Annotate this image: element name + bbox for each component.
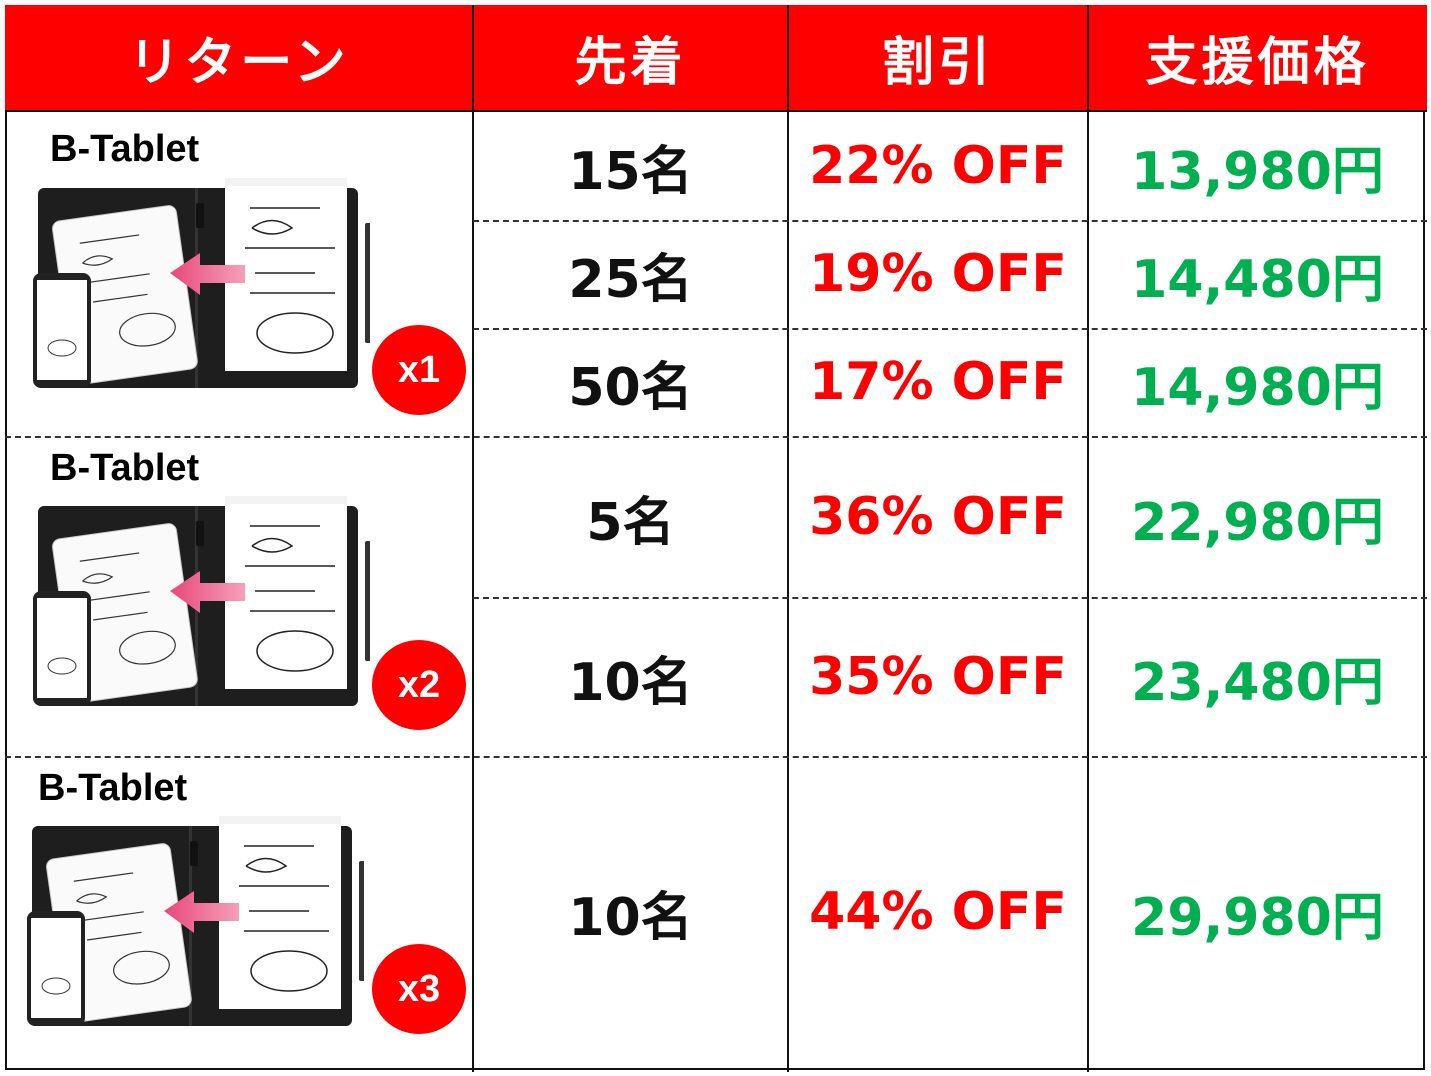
tablet-image xyxy=(24,816,365,1031)
discount-cell: 35% OFF xyxy=(809,647,1067,707)
quantity-badge: x3 xyxy=(372,944,466,1034)
row-divider xyxy=(5,436,1427,438)
price-cell: 14,980円 xyxy=(1131,357,1384,418)
discount-cell: 36% OFF xyxy=(809,487,1067,547)
price-cell: 13,980円 xyxy=(1131,141,1384,202)
header-return: リターン xyxy=(5,5,473,112)
price-cell: 23,480円 xyxy=(1131,652,1384,713)
limit-cell: 15名 xyxy=(568,141,693,202)
price-cell: 14,480円 xyxy=(1131,249,1384,310)
header-discount: 割引 xyxy=(788,5,1088,112)
row-divider xyxy=(473,328,1427,330)
price-cell: 22,980円 xyxy=(1131,492,1384,553)
quantity-badge: x2 xyxy=(372,640,466,730)
row-divider xyxy=(5,756,1427,758)
discount-cell: 22% OFF xyxy=(809,136,1067,196)
product-name: B-Tablet xyxy=(50,447,200,489)
column-divider xyxy=(787,5,789,1072)
row-divider xyxy=(473,597,1427,599)
limit-cell: 10名 xyxy=(568,887,693,948)
tablet-image xyxy=(30,496,371,711)
product-name: B-Tablet xyxy=(50,128,200,170)
discount-cell: 44% OFF xyxy=(809,882,1067,942)
column-divider xyxy=(472,5,474,1072)
tablet-image xyxy=(30,178,371,393)
discount-cell: 19% OFF xyxy=(809,244,1067,304)
limit-cell: 25名 xyxy=(568,249,693,310)
header-support-price: 支援価格 xyxy=(1088,5,1427,112)
price-cell: 29,980円 xyxy=(1131,887,1384,948)
header-first-come: 先着 xyxy=(473,5,788,112)
limit-cell: 10名 xyxy=(568,652,693,713)
limit-cell: 5名 xyxy=(586,492,675,553)
product-name: B-Tablet xyxy=(38,767,188,809)
limit-cell: 50名 xyxy=(568,357,693,418)
column-divider xyxy=(1087,5,1089,1072)
quantity-badge: x1 xyxy=(372,325,466,415)
discount-cell: 17% OFF xyxy=(809,352,1067,412)
row-divider xyxy=(473,220,1427,222)
